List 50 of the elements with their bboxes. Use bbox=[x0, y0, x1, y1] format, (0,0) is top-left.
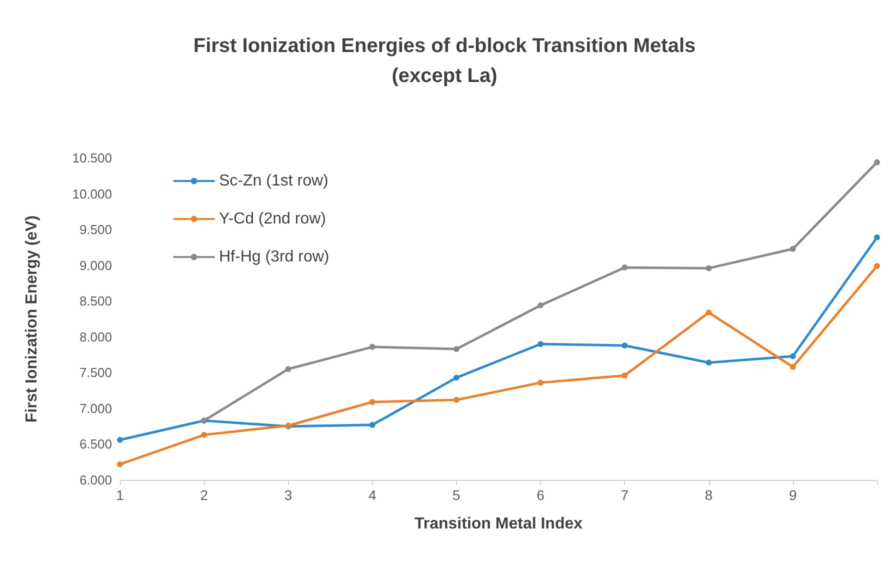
y-axis-title: First Ionization Energy (eV) bbox=[24, 215, 40, 423]
point bbox=[790, 353, 796, 360]
x-tick-label: 4 bbox=[368, 487, 376, 503]
y-tick-label: 7.500 bbox=[79, 365, 112, 380]
y-tick-label: 7.000 bbox=[79, 400, 112, 416]
legend-label: Sc-Zn (1st row) bbox=[219, 172, 328, 190]
y-tick-label: 6.000 bbox=[79, 472, 112, 488]
point bbox=[453, 374, 460, 381]
point bbox=[706, 310, 712, 316]
y-tick-label: 9.500 bbox=[79, 222, 112, 238]
point bbox=[285, 366, 292, 372]
point bbox=[874, 159, 880, 166]
x-tick-label: 6 bbox=[536, 487, 545, 503]
y-tick-label: 10.500 bbox=[72, 150, 112, 166]
y-tick-label: 8.000 bbox=[79, 329, 112, 344]
point bbox=[453, 346, 460, 352]
x-tick-label: 9 bbox=[788, 487, 797, 503]
point bbox=[706, 265, 712, 272]
y-tick-label: 8.500 bbox=[79, 294, 112, 309]
x-tick-label: 8 bbox=[704, 487, 713, 503]
point bbox=[453, 396, 460, 403]
point bbox=[874, 263, 880, 270]
point bbox=[538, 341, 544, 348]
legend-label: Hf-Hg (3rd row) bbox=[219, 248, 330, 266]
y-tick-label: 6.500 bbox=[79, 436, 112, 452]
chart-title: First Ionization Energies of d-block Transition Metals (except La) bbox=[193, 35, 696, 87]
point bbox=[706, 360, 712, 366]
point bbox=[874, 234, 880, 240]
x-tick-label: 7 bbox=[620, 487, 629, 503]
x-tick-label: 5 bbox=[452, 487, 461, 503]
point bbox=[369, 399, 376, 406]
y-tick-label: 10.000 bbox=[72, 186, 112, 202]
point bbox=[790, 364, 796, 370]
point bbox=[790, 246, 796, 252]
y-tick-label: 9.000 bbox=[79, 258, 112, 273]
point bbox=[369, 422, 376, 428]
point bbox=[622, 264, 628, 270]
x-tick-label: 2 bbox=[200, 487, 208, 503]
point bbox=[538, 380, 544, 386]
legend-label: Y-Cd (2nd row) bbox=[219, 210, 326, 228]
point bbox=[201, 432, 208, 438]
point bbox=[622, 342, 628, 348]
point bbox=[622, 372, 628, 379]
point bbox=[369, 344, 376, 350]
x-tick-label: 1 bbox=[116, 487, 124, 503]
x-axis-title: Transition Metal Index bbox=[414, 516, 583, 532]
x-tick-label: 3 bbox=[284, 487, 292, 503]
point bbox=[117, 461, 123, 468]
point bbox=[538, 302, 544, 308]
point bbox=[117, 436, 123, 443]
